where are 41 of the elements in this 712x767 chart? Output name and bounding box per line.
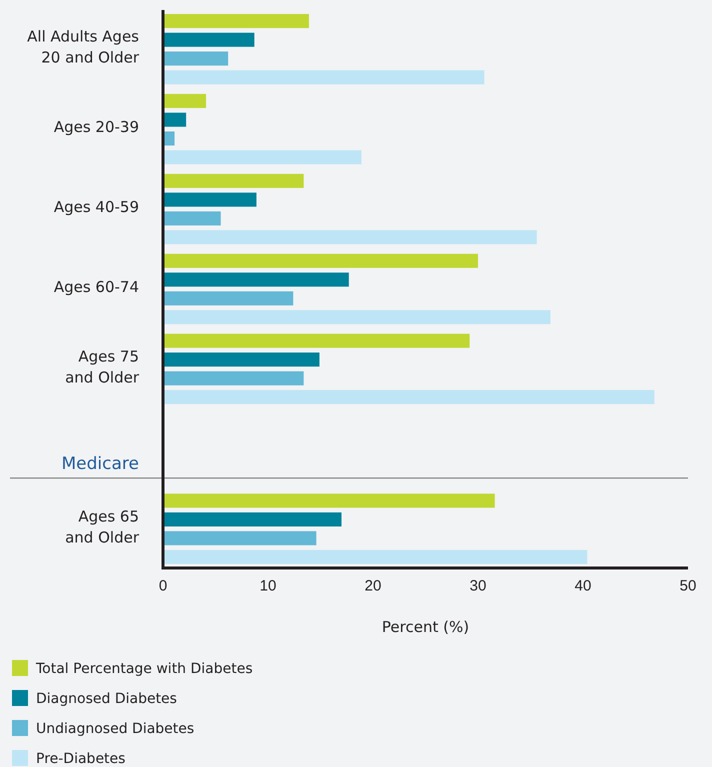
- bar: [163, 531, 316, 546]
- bar: [163, 494, 495, 508]
- bar: [163, 150, 362, 164]
- bar: [163, 230, 537, 244]
- bar: [163, 550, 588, 564]
- legend-label: Diagnosed Diabetes: [36, 691, 177, 707]
- y-tick-label: Ages 60-74: [54, 278, 139, 296]
- bar: [163, 272, 349, 287]
- bar: [163, 211, 221, 226]
- y-tick-label: Ages 75 and Older: [65, 347, 140, 386]
- x-axis-title: Percent (%): [382, 618, 470, 636]
- legend-label: Total Percentage with Diabetes: [35, 661, 253, 677]
- y-tick-label: Ages 65 and Older: [65, 507, 140, 546]
- bar: [163, 254, 478, 268]
- x-tick-label: 0: [158, 578, 168, 595]
- x-tick-label: 30: [470, 578, 486, 595]
- bar: [163, 390, 654, 404]
- bar: [163, 371, 304, 386]
- bar: [163, 70, 484, 84]
- bar: [163, 52, 228, 66]
- bar: [163, 174, 304, 188]
- bar: [163, 32, 254, 47]
- bar: [163, 512, 342, 526]
- bar: [163, 112, 186, 127]
- bar: [163, 310, 550, 324]
- y-tick-label: Medicare: [62, 454, 139, 474]
- bar: [163, 192, 256, 207]
- bar: [163, 352, 320, 367]
- bar: [163, 291, 294, 306]
- x-tick-label: 20: [364, 578, 382, 595]
- x-tick-label: 40: [574, 578, 592, 595]
- bar: [163, 94, 206, 108]
- legend-label: Pre-Diabetes: [36, 751, 126, 767]
- x-tick-label: 10: [260, 578, 276, 595]
- legend-label: Undiagnosed Diabetes: [36, 721, 194, 737]
- x-tick-label: 50: [680, 578, 696, 595]
- y-tick-label: Ages 20-39: [54, 118, 139, 136]
- bar: [163, 334, 470, 348]
- bar: [163, 14, 309, 28]
- y-tick-label: Ages 40-59: [54, 198, 139, 216]
- y-tick-label: All Adults Ages 20 and Older: [27, 28, 140, 67]
